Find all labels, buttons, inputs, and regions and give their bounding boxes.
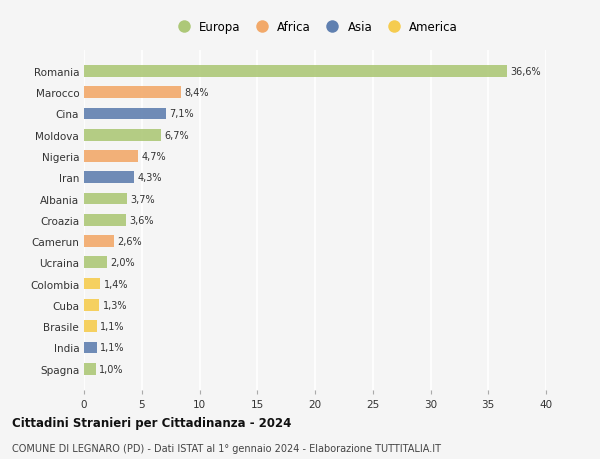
Bar	[84, 193, 127, 205]
Bar	[84, 87, 181, 99]
Bar	[84, 363, 95, 375]
Bar	[84, 236, 114, 247]
Text: 1,0%: 1,0%	[99, 364, 124, 374]
Text: 2,0%: 2,0%	[110, 258, 135, 268]
Text: 1,1%: 1,1%	[100, 343, 125, 353]
Bar	[84, 342, 97, 353]
Text: 3,6%: 3,6%	[129, 215, 154, 225]
Bar	[84, 278, 100, 290]
Text: 4,7%: 4,7%	[142, 151, 166, 162]
Text: 7,1%: 7,1%	[169, 109, 194, 119]
Bar	[84, 172, 134, 184]
Bar	[84, 214, 125, 226]
Text: Cittadini Stranieri per Cittadinanza - 2024: Cittadini Stranieri per Cittadinanza - 2…	[12, 416, 292, 429]
Bar	[84, 151, 138, 162]
Text: 1,1%: 1,1%	[100, 321, 125, 331]
Text: 6,7%: 6,7%	[165, 130, 190, 140]
Bar	[84, 129, 161, 141]
Text: 2,6%: 2,6%	[118, 236, 142, 246]
Bar	[84, 257, 107, 269]
Bar	[84, 320, 97, 332]
Text: COMUNE DI LEGNARO (PD) - Dati ISTAT al 1° gennaio 2024 - Elaborazione TUTTITALIA: COMUNE DI LEGNARO (PD) - Dati ISTAT al 1…	[12, 443, 441, 453]
Bar	[84, 108, 166, 120]
Text: 1,4%: 1,4%	[104, 279, 128, 289]
Bar	[84, 66, 507, 78]
Text: 3,7%: 3,7%	[130, 194, 155, 204]
Text: 4,3%: 4,3%	[137, 173, 161, 183]
Text: 1,3%: 1,3%	[103, 300, 127, 310]
Text: 8,4%: 8,4%	[184, 88, 209, 98]
Text: 36,6%: 36,6%	[510, 67, 541, 77]
Bar	[84, 299, 99, 311]
Legend: Europa, Africa, Asia, America: Europa, Africa, Asia, America	[170, 19, 460, 37]
